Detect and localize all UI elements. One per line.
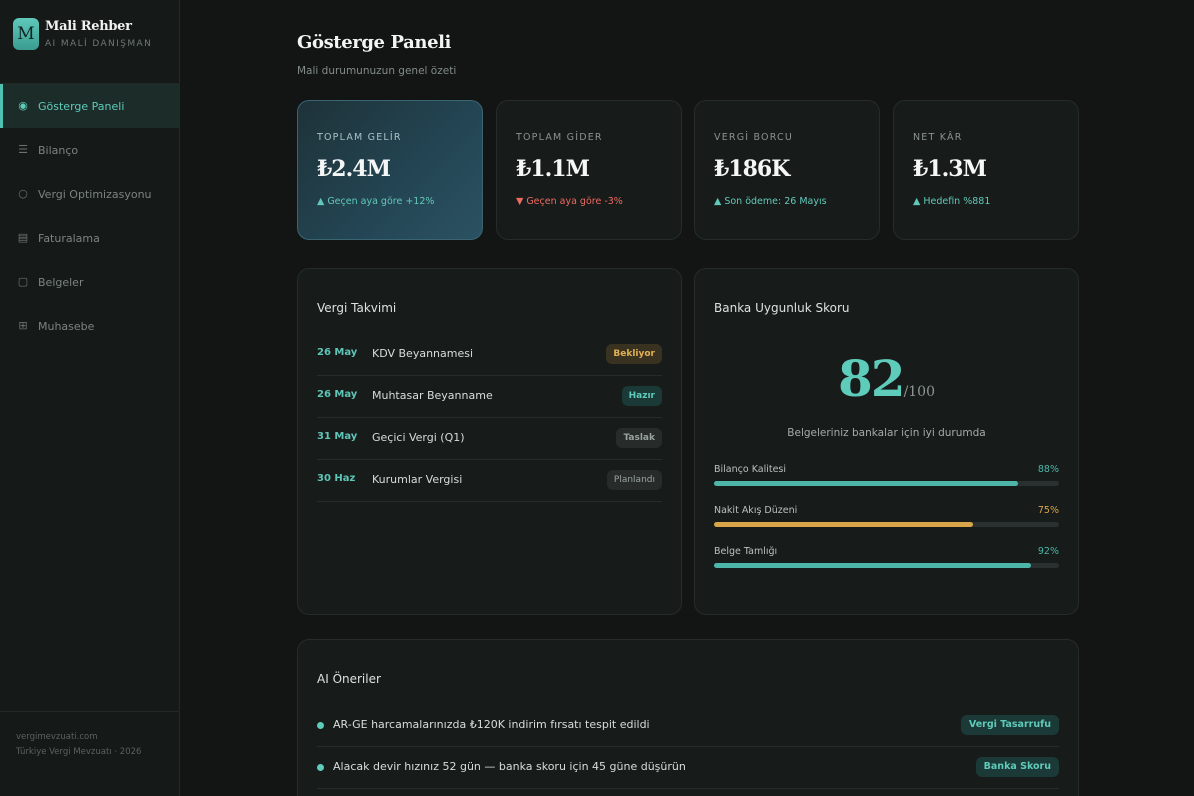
dashboard-icon: ◉	[18, 99, 28, 112]
status-badge: Bekliyor	[606, 344, 662, 364]
stat-delta: ▲ Geçen aya göre +12%	[317, 196, 435, 207]
progress-fill	[714, 522, 973, 527]
bullet-icon	[317, 722, 324, 729]
brand-name: Mali Rehber	[45, 19, 132, 34]
sidebar: M Mali Rehber AI MALİ DANIŞMAN ◉ Gösterg…	[0, 0, 180, 796]
progress-track	[714, 522, 1059, 527]
stat-label: TOPLAM GİDER	[516, 132, 603, 143]
stat-delta: ▼ Geçen aya göre -3%	[516, 196, 623, 207]
sidebar-nav: ◉ Gösterge Paneli ☰ Bilanço ○ Vergi Opti…	[0, 84, 180, 348]
stat-value: ₺2.4M	[317, 156, 391, 182]
status-badge: Planlandı	[606, 470, 662, 490]
stat-label: TOPLAM GELİR	[317, 132, 402, 143]
sidebar-item-label: Vergi Optimizasyonu	[38, 187, 152, 201]
tax-date: 31 May	[317, 431, 358, 442]
recommendation-tag: Banka Skoru	[975, 757, 1059, 777]
sidebar-item-dashboard[interactable]: ◉ Gösterge Paneli	[0, 84, 180, 128]
tax-calendar-row[interactable]: 30 Haz Kurumlar Vergisi Planlandı	[317, 460, 662, 502]
sidebar-footer: vergimevzuati.com Türkiye Vergi Mevzuatı…	[0, 711, 180, 796]
stat-card-total-income[interactable]: TOPLAM GELİR ₺2.4M ▲ Geçen aya göre +12%	[297, 100, 483, 240]
document-icon: ▢	[17, 275, 29, 288]
stat-label: NET KÂR	[913, 132, 963, 143]
metric-value: 75%	[1037, 505, 1059, 516]
tax-name: KDV Beyannamesi	[372, 347, 474, 360]
recommendation-text: Alacak devir hızınız 52 gün — banka skor…	[333, 760, 686, 773]
tax-calendar-row[interactable]: 31 May Geçici Vergi (Q1) Taslak	[317, 418, 662, 460]
stat-card-net-profit[interactable]: NET KÂR ₺1.3M ▲ Hedefin %881	[893, 100, 1079, 240]
stat-value: ₺186K	[714, 156, 790, 182]
brand-subtitle: AI MALİ DANIŞMAN	[45, 39, 153, 49]
sidebar-item-documents[interactable]: ▢ Belgeler	[0, 260, 180, 304]
tax-name: Muhtasar Beyanname	[372, 389, 493, 402]
page-subtitle: Mali durumunuzun genel özeti	[297, 65, 457, 77]
metric-value: 92%	[1037, 546, 1059, 557]
main-content: Gösterge Paneli Mali durumunuzun genel ö…	[180, 0, 1194, 796]
tax-name: Geçici Vergi (Q1)	[372, 431, 465, 444]
sidebar-item-label: Gösterge Paneli	[38, 99, 125, 113]
invoice-icon: ▤	[17, 231, 29, 244]
metric-cash-flow: Nakit Akış Düzeni 75%	[714, 505, 1059, 535]
ai-recommendations-card: AI Öneriler AR-GE harcamalarınızda ₺120K…	[297, 639, 1079, 796]
tax-calendar-title: Vergi Takvimi	[317, 301, 397, 315]
brand: M Mali Rehber AI MALİ DANIŞMAN	[0, 0, 180, 84]
sidebar-item-tax-optimization[interactable]: ○ Vergi Optimizasyonu	[0, 172, 180, 216]
recommendation-item[interactable]: AR-GE harcamalarınızda ₺120K indirim fır…	[317, 705, 1059, 747]
footer-site[interactable]: vergimevzuati.com	[16, 732, 98, 742]
metric-label: Bilanço Kalitesi	[714, 464, 787, 475]
tax-date: 26 May	[317, 347, 358, 358]
bullet-icon	[317, 764, 324, 771]
list-icon: ☰	[18, 143, 28, 156]
status-badge: Hazır	[621, 386, 662, 406]
progress-fill	[714, 481, 1018, 486]
metric-label: Belge Tamlığı	[714, 546, 778, 557]
recommendation-item[interactable]: Alacak devir hızınız 52 gün — banka skor…	[317, 747, 1059, 789]
score-message: Belgeleriniz bankalar için iyi durumda	[787, 427, 986, 439]
progress-track	[714, 563, 1059, 568]
stat-delta: ▲ Son ödeme: 26 Mayıs	[714, 196, 827, 207]
stat-value: ₺1.1M	[516, 156, 590, 182]
ai-recommendations-title: AI Öneriler	[317, 672, 381, 686]
score-display: 82/100	[695, 349, 1078, 408]
sidebar-item-balance-sheet[interactable]: ☰ Bilanço	[0, 128, 180, 172]
stat-label: VERGİ BORCU	[714, 132, 794, 143]
metric-label: Nakit Akış Düzeni	[714, 505, 798, 516]
footer-caption: Türkiye Vergi Mevzuatı · 2026	[16, 747, 142, 757]
sidebar-item-accounting[interactable]: ⊞ Muhasebe	[0, 304, 180, 348]
score-value: 82	[837, 349, 906, 408]
score-max: /100	[903, 384, 936, 400]
sidebar-item-label: Bilanço	[38, 143, 79, 157]
tax-calendar-row[interactable]: 26 May Muhtasar Beyanname Hazır	[317, 376, 662, 418]
progress-fill	[714, 563, 1032, 568]
tax-calendar-row[interactable]: 26 May KDV Beyannamesi Bekliyor	[317, 334, 662, 376]
circle-icon: ○	[18, 187, 28, 200]
grid-icon: ⊞	[18, 319, 28, 332]
stat-value: ₺1.3M	[913, 156, 987, 182]
recommendation-tag: Vergi Tasarrufu	[960, 715, 1059, 735]
tax-calendar-card: Vergi Takvimi 26 May KDV Beyannamesi Bek…	[297, 268, 682, 615]
recommendation-text: AR-GE harcamalarınızda ₺120K indirim fır…	[333, 718, 650, 731]
page-title: Gösterge Paneli	[297, 32, 451, 53]
metric-document-completeness: Belge Tamlığı 92%	[714, 546, 1059, 576]
sidebar-item-label: Belgeler	[38, 275, 84, 289]
logo[interactable]: M	[13, 18, 39, 50]
sidebar-item-label: Faturalama	[38, 231, 100, 245]
status-badge: Taslak	[616, 428, 662, 448]
bank-score-card: Banka Uygunluk Skoru 82/100 Belgeleriniz…	[694, 268, 1079, 615]
progress-track	[714, 481, 1059, 486]
sidebar-item-invoicing[interactable]: ▤ Faturalama	[0, 216, 180, 260]
stat-card-tax-debt[interactable]: VERGİ BORCU ₺186K ▲ Son ödeme: 26 Mayıs	[694, 100, 880, 240]
tax-date: 30 Haz	[317, 473, 356, 484]
stat-card-total-expense[interactable]: TOPLAM GİDER ₺1.1M ▼ Geçen aya göre -3%	[496, 100, 682, 240]
stat-delta: ▲ Hedefin %881	[913, 196, 991, 207]
metric-balance-quality: Bilanço Kalitesi 88%	[714, 464, 1059, 494]
tax-date: 26 May	[317, 389, 358, 400]
tax-name: Kurumlar Vergisi	[372, 473, 463, 486]
metric-value: 88%	[1037, 464, 1059, 475]
bank-score-title: Banka Uygunluk Skoru	[714, 301, 850, 315]
sidebar-item-label: Muhasebe	[38, 319, 95, 333]
